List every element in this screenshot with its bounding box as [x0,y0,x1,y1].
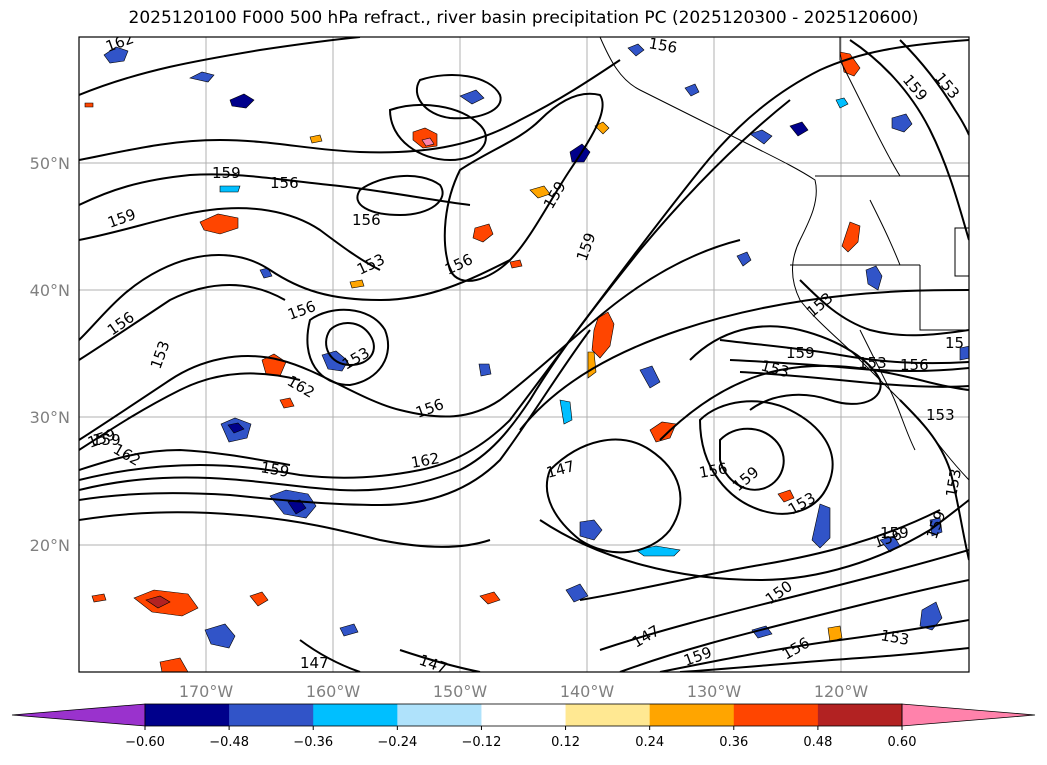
colorbar-swatch [649,704,735,726]
contour-label: 159 [259,458,290,481]
contour-label: 156 [352,211,381,229]
contour-label: 159 [212,164,241,182]
colorbar-tick-label: −0.48 [209,735,249,750]
longitude-labels: 170°W 160°W 150°W 140°W 130°W 120°W [179,682,869,701]
contour-label: 159 [880,524,909,542]
contour-label: 153 [858,354,887,372]
colorbar-tick-label: 0.36 [719,735,748,750]
colorbar-swatch [817,704,903,726]
contour-label: 159 [786,344,815,362]
colorbar-tick-label: 0.24 [635,735,664,750]
colorbar-swatch [481,704,567,726]
contour-label: 162 [410,449,441,472]
lon-label-160w: 160°W [306,682,361,701]
colorbar-tick-label: −0.24 [377,735,417,750]
plot-frame [78,36,970,673]
contour-label: 153 [879,626,910,649]
colorbar-tick-label: −0.60 [125,735,165,750]
colorbar: −0.60 −0.48 −0.36 −0.24 −0.12 0.12 0.24 0.36 0.4… [11,703,1036,750]
colorbar-extend-low [11,703,146,727]
colorbar-tick-label: −0.36 [293,735,333,750]
contour-label: 156 [647,34,678,57]
lat-label-20n: 20°N [30,536,70,555]
colorbar-extend-high [901,703,1036,727]
colorbar-swatch [145,704,230,726]
contour-label: 156 [270,174,299,192]
colorbar-tick-label: 0.12 [551,735,580,750]
contour-lines [79,37,969,672]
contour-label: 156 [698,459,729,482]
colorbar-tick-label: −0.12 [462,735,502,750]
colorbar-frame [144,703,903,727]
plot-background [79,37,969,672]
colorbar-swatch [733,704,819,726]
lon-label-150w: 150°W [433,682,488,701]
colorbar-tick-label: 0.48 [803,735,832,750]
colorbar-swatch [313,704,398,726]
contour-label: 156 [900,356,929,374]
lat-label-30n: 30°N [30,408,70,427]
colorbar-swatch [397,704,482,726]
lat-label-40n: 40°N [30,281,70,300]
lon-label-120w: 120°W [814,682,869,701]
colorbar-ticks: −0.60 −0.48 −0.36 −0.24 −0.12 0.12 0.24 0.36 0.4… [125,726,916,750]
contour-label: 153 [942,467,965,498]
colorbar-swatch [565,704,651,726]
coastlines [599,37,969,481]
colorbar-swatches [11,703,1036,727]
colorbar-tick-label: 0.60 [888,735,917,750]
lat-label-50n: 50°N [30,154,70,173]
lon-label-140w: 140°W [560,682,615,701]
latitude-labels: 50°N 40°N 30°N 20°N [30,154,70,555]
colorbar-swatch [229,704,314,726]
map-title: 2025120100 F000 500 hPa refract., river … [128,8,919,28]
contour-label: 159 [92,431,121,449]
contour-label: 15 [945,334,964,352]
contour-label: 147 [300,654,329,672]
contour-label: 153 [926,406,955,424]
lon-label-170w: 170°W [179,682,234,701]
lon-label-130w: 130°W [687,682,742,701]
